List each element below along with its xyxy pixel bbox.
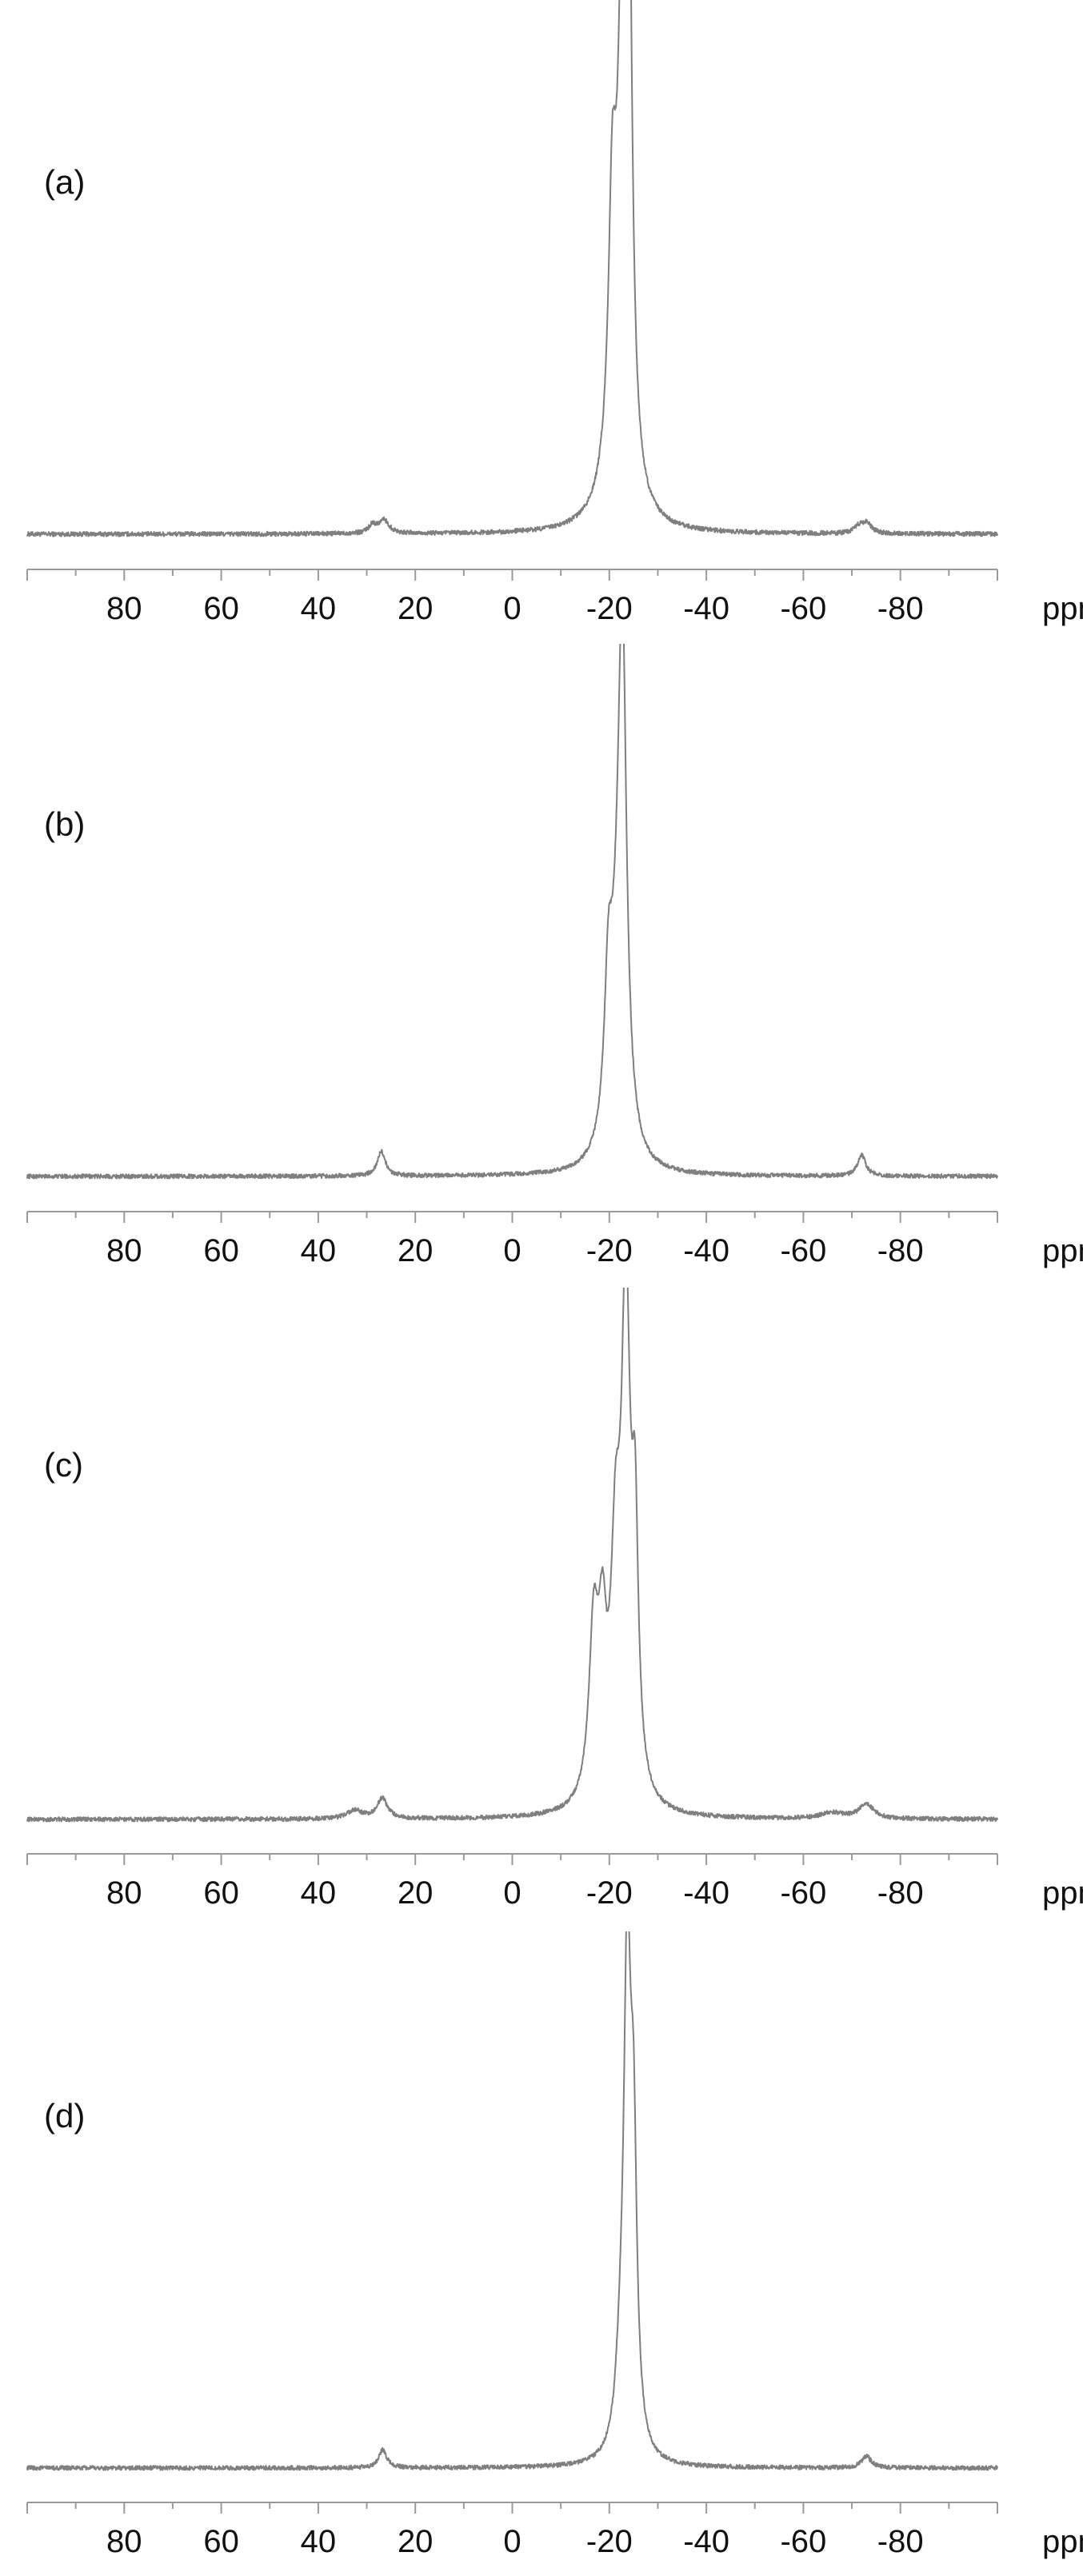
x-tick-label-d: 60 [203,2524,239,2559]
x-tick-labels-a: 80 60 40 20 0 -20 -40 -60 -80 [106,591,924,626]
x-axis-unit-c: ppm [1042,1875,1083,1911]
panel-label-c: (c) [44,1446,83,1484]
x-tick-label-d: 40 [301,2524,337,2559]
x-tick-label-a: 20 [398,591,434,626]
x-tick-label-c: 80 [106,1875,142,1911]
x-tick-label-d: 20 [398,2524,434,2559]
x-tick-label-a: -80 [877,591,924,626]
x-tick-label-c: 0 [503,1875,521,1911]
x-axis-c [26,1853,998,1865]
x-tick-label-c: -20 [586,1875,633,1911]
panel-label-b: (b) [44,805,85,843]
spectrum-chart-c: (c) ppm 80 60 40 20 0 -20 -40 -60 -80 [26,1288,1083,1911]
x-tick-label-d: 80 [106,2524,142,2559]
x-tick-label-a: 0 [503,591,521,626]
spectrum-line-b [26,644,998,1180]
x-tick-label-b: 80 [106,1233,142,1268]
x-axis-d [26,2502,998,2514]
series-group-a [26,0,998,537]
spectrum-panel-c: (c) ppm 80 60 40 20 0 -20 -40 -60 -80 [0,1288,1083,1931]
x-tick-label-a: 60 [203,591,239,626]
series-group-c [26,1288,998,1823]
x-tick-label-b: -20 [586,1233,633,1268]
x-tick-label-c: -80 [877,1875,924,1911]
x-tick-label-c: -40 [683,1875,729,1911]
x-tick-label-b: -40 [683,1233,729,1268]
spectrum-line-d [26,1931,998,2471]
series-group-b [26,644,998,1180]
x-tick-label-d: -20 [586,2524,633,2559]
spectrum-chart-d: (d) ppm 80 60 40 20 0 -20 -40 -60 -80 [26,1931,1083,2559]
spectrum-panel-d: (d) ppm 80 60 40 20 0 -20 -40 -60 -80 [0,1931,1083,2575]
x-tick-label-a: 40 [301,591,337,626]
spectrum-line-c [26,1288,998,1823]
x-tick-labels-d: 80 60 40 20 0 -20 -40 -60 -80 [106,2524,924,2559]
x-tick-label-b: -80 [877,1233,924,1268]
x-tick-label-d: 0 [503,2524,521,2559]
spectrum-panel-a: (a) ppm 80 60 40 20 0 -20 -40 -60 -80 [0,0,1083,644]
x-tick-labels-b: 80 60 40 20 0 -20 -40 -60 -80 [106,1233,924,1268]
spectrum-chart-b: (b) ppm 80 60 40 20 0 -20 -40 -60 -80 [26,644,1083,1268]
x-tick-labels-c: 80 60 40 20 0 -20 -40 -60 -80 [106,1875,924,1911]
spectrum-chart-a: (a) ppm 80 60 40 20 0 -20 -40 -60 -80 [26,0,1083,626]
spectrum-panel-b: (b) ppm 80 60 40 20 0 -20 -40 -60 -80 [0,644,1083,1288]
panel-label-d: (d) [44,2097,85,2135]
x-tick-label-c: 60 [203,1875,239,1911]
x-tick-label-b: 20 [398,1233,434,1268]
x-axis-unit-d: ppm [1042,2524,1083,2559]
x-tick-label-a: -40 [683,591,729,626]
x-axis-a [26,569,998,581]
x-axis-unit-b: ppm [1042,1233,1083,1268]
x-axis-b [26,1211,998,1223]
x-axis-unit-a: ppm [1042,591,1083,626]
x-tick-label-b: -60 [780,1233,826,1268]
x-tick-label-c: 40 [301,1875,337,1911]
x-tick-label-a: -20 [586,591,633,626]
spectrum-line-a [26,0,998,537]
x-tick-label-b: 60 [203,1233,239,1268]
x-tick-label-d: -80 [877,2524,924,2559]
x-tick-label-d: -40 [683,2524,729,2559]
x-tick-label-d: -60 [780,2524,826,2559]
x-tick-label-c: 20 [398,1875,434,1911]
x-tick-label-b: 0 [503,1233,521,1268]
panel-label-a: (a) [44,163,85,201]
x-tick-label-a: 80 [106,591,142,626]
x-tick-label-b: 40 [301,1233,337,1268]
x-tick-label-a: -60 [780,591,826,626]
series-group-d [26,1931,998,2471]
x-tick-label-c: -60 [780,1875,826,1911]
